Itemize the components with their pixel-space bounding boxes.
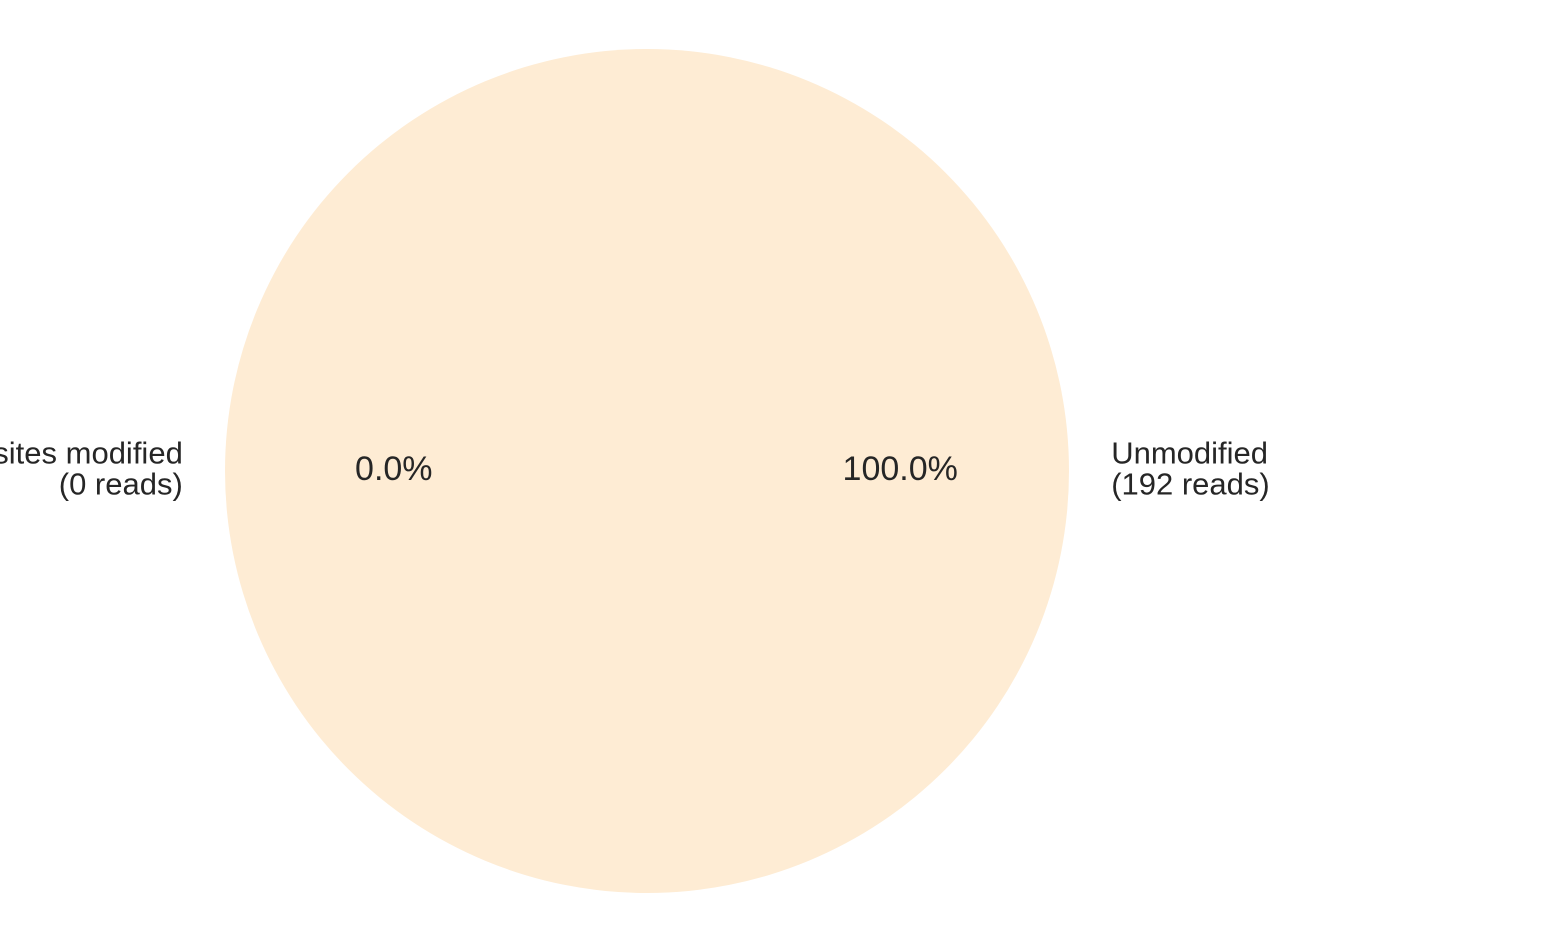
pie-slice-label-0: Unmodified (192 reads) xyxy=(1111,436,1270,502)
pie-slices xyxy=(225,49,1069,893)
pie-percent-label-0: 100.0% xyxy=(843,450,958,488)
pie-slice-label-1: Potential splice sites modified(0 reads) xyxy=(0,436,183,502)
pie-slice-label-line: Potential splice sites modified xyxy=(0,436,183,471)
pie-slice-label-line: (192 reads) xyxy=(1111,467,1270,502)
pie-slice-label-line: Unmodified xyxy=(1111,436,1268,471)
pie-percent-label-1: 0.0% xyxy=(355,450,433,488)
pie-labels: 100.0% Unmodified(192 reads) 0.0% Potential… xyxy=(0,436,1270,502)
pie-slice-label-line: (0 reads) xyxy=(59,467,183,502)
pie-slice-0 xyxy=(225,49,1069,893)
